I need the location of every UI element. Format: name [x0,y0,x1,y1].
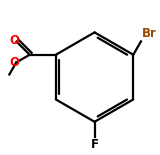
Text: O: O [9,56,19,69]
Text: F: F [91,138,99,151]
Text: O: O [10,34,20,47]
Text: Br: Br [142,27,157,40]
